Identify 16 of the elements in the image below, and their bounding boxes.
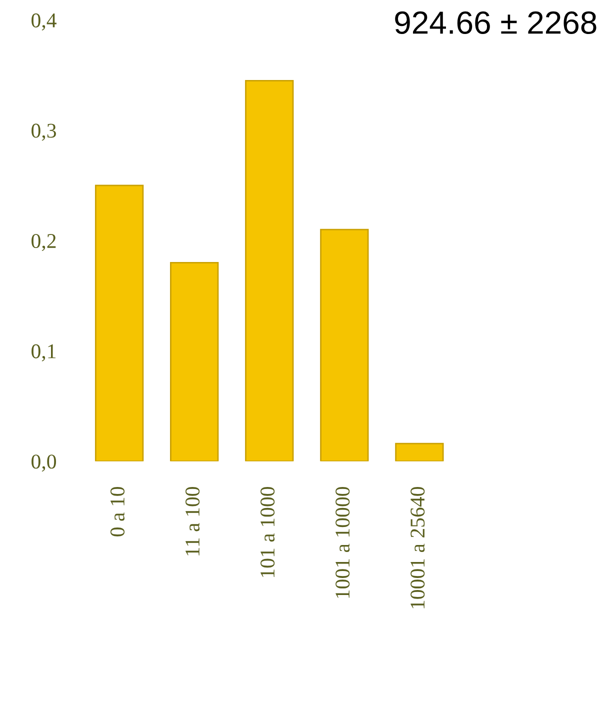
y-tick-label: 0,1 bbox=[32, 344, 56, 362]
annotation: 924.66 ± 2268 bbox=[395, 11, 596, 34]
x-tick-label: 11 a 100 bbox=[185, 487, 200, 556]
bar bbox=[170, 262, 219, 462]
y-tick-label: 0,4 bbox=[32, 13, 56, 30]
bar bbox=[395, 442, 444, 462]
bar bbox=[245, 80, 294, 462]
bar bbox=[320, 228, 369, 462]
y-tick-label: 0,3 bbox=[32, 124, 56, 141]
x-tick-label: 1001 a 10000 bbox=[336, 487, 350, 598]
y-tick-label: 0,2 bbox=[32, 234, 56, 252]
x-tick-label: 101 a 1000 bbox=[260, 487, 275, 577]
x-tick-label: 10001 a 25640 bbox=[410, 487, 425, 608]
y-tick-label: 0,0 bbox=[32, 454, 56, 472]
x-tick-label: 0 a 10 bbox=[110, 487, 125, 536]
bar bbox=[94, 184, 144, 462]
